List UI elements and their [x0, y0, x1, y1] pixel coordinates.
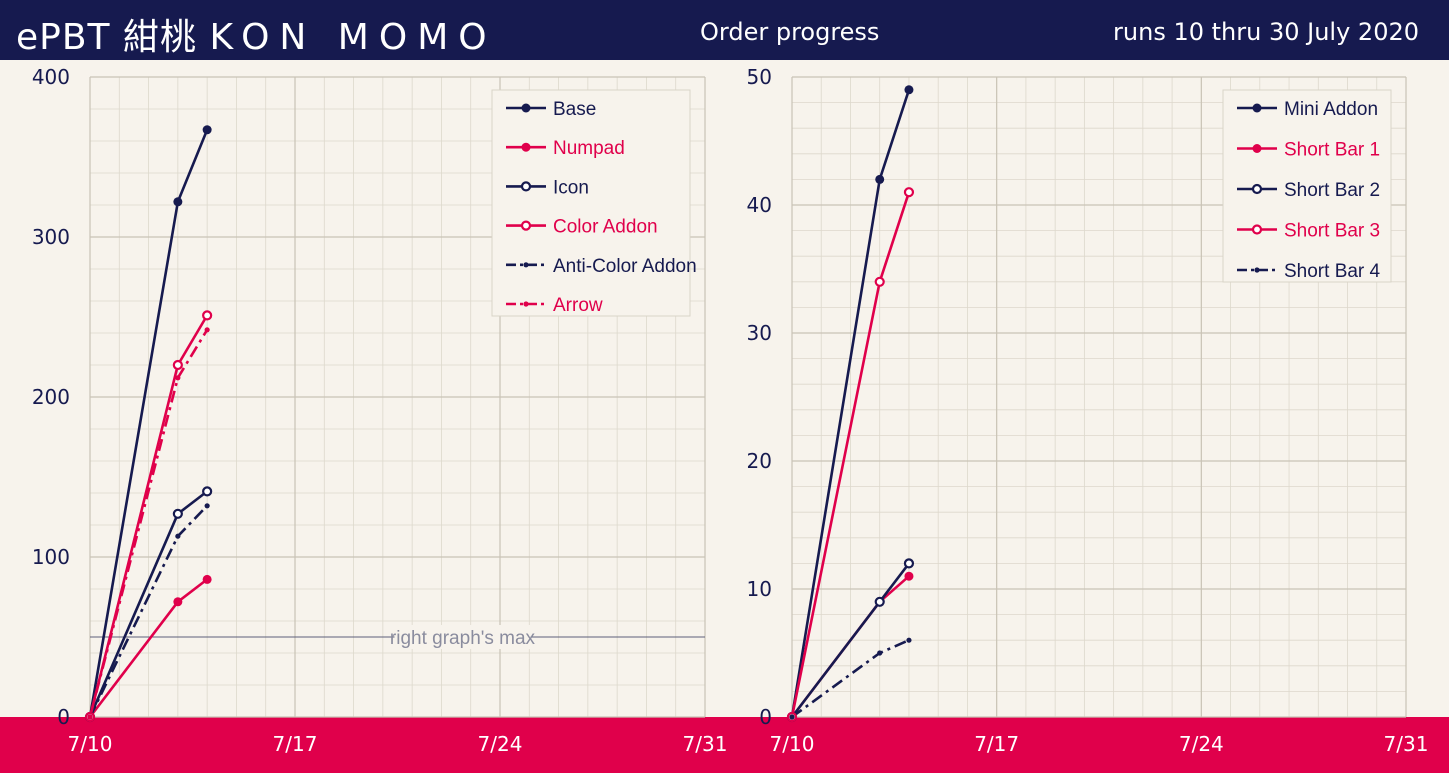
annotation-label-bg — [394, 625, 531, 649]
y-tick-label: 200 — [32, 385, 70, 409]
chart-panel-1: right graph's max 0 100 200 300 400 Base Numpad… — [32, 65, 728, 756]
legend: Base Numpad Icon Color Addon Anti-Color Addo… — [491, 89, 697, 317]
y-tick-label: 100 — [32, 545, 70, 569]
y-tick-label: 50 — [747, 65, 772, 89]
legend-entry: Short Bar 4 — [1284, 261, 1381, 282]
legend-entry: Base — [553, 99, 596, 120]
y-tick-label: 0 — [57, 705, 70, 729]
legend-marker — [523, 262, 529, 268]
data-point — [789, 714, 795, 720]
page-title: ePBT 紺桃 KON MOMO — [16, 8, 497, 60]
data-point — [172, 359, 183, 371]
data-point — [875, 174, 885, 184]
legend-marker — [1252, 103, 1262, 113]
legend-entry: Numpad — [553, 138, 625, 159]
footer-band — [0, 717, 1449, 773]
x-tick-label: 7/31 — [683, 732, 728, 756]
y-tick-label: 10 — [747, 577, 772, 601]
legend-marker — [521, 142, 531, 152]
data-point — [204, 503, 210, 509]
y-tick-label: 40 — [747, 193, 772, 217]
legend-marker — [521, 103, 531, 113]
data-point — [87, 714, 93, 720]
data-point — [175, 533, 181, 539]
x-tick-label: 7/24 — [478, 732, 523, 756]
y-tick-label: 30 — [747, 321, 772, 345]
data-point — [173, 597, 183, 607]
title-name: KON MOMO — [209, 17, 497, 58]
legend: Mini Addon Short Bar 1 Short Bar 2 Short Ba… — [1222, 89, 1392, 283]
chart-panel-2: 0 10 20 30 40 50 Mini Addon Short Bar 1 Short Ba… — [747, 65, 1429, 756]
data-point — [877, 650, 883, 656]
data-point — [906, 637, 912, 643]
data-point — [904, 85, 914, 95]
legend-marker — [520, 181, 532, 192]
legend-entry: Short Bar 1 — [1284, 140, 1380, 161]
legend-entry: Arrow — [553, 295, 603, 316]
data-point — [874, 596, 885, 607]
title-prefix: ePBT 紺桃 — [16, 17, 197, 58]
date-range: runs 10 thru 30 July 2020 — [1113, 18, 1419, 46]
data-point — [874, 276, 885, 287]
x-tick-label: 7/31 — [1384, 732, 1429, 756]
legend-entry: Icon — [553, 177, 589, 198]
x-tick-label: 7/10 — [68, 732, 113, 756]
data-point — [204, 327, 210, 333]
legend-entry: Anti-Color Addon — [553, 256, 697, 277]
x-tick-label: 7/24 — [1179, 732, 1224, 756]
annotation-label: right graph's max — [390, 628, 536, 649]
data-point — [903, 558, 915, 569]
data-point — [903, 187, 915, 198]
y-tick-label: 400 — [32, 65, 70, 89]
x-tick-label: 7/17 — [974, 732, 1019, 756]
legend-marker — [1254, 267, 1260, 273]
data-point — [175, 375, 181, 381]
data-point — [202, 486, 213, 497]
data-point — [904, 571, 914, 581]
data-point — [173, 197, 183, 207]
header-bar: ePBT 紺桃 KON MOMO Order progress runs 10 … — [0, 0, 1449, 60]
legend-marker — [1252, 144, 1262, 153]
legend-box — [491, 89, 691, 317]
legend-marker — [1251, 224, 1263, 235]
legend-marker — [523, 301, 529, 307]
x-tick-label: 7/10 — [770, 732, 815, 756]
legend-box — [1222, 89, 1392, 283]
y-tick-label: 300 — [32, 225, 70, 249]
data-point — [172, 508, 183, 519]
data-point — [202, 310, 213, 321]
legend-entry: Short Bar 3 — [1284, 221, 1380, 242]
y-tick-label: 20 — [747, 449, 772, 473]
y-tick-label: 0 — [759, 705, 772, 729]
page-subtitle: Order progress — [700, 18, 880, 46]
legend-entry: Color Addon — [553, 217, 658, 238]
x-tick-label: 7/17 — [273, 732, 318, 756]
legend-marker — [520, 220, 532, 231]
data-point — [202, 574, 212, 584]
legend-entry: Short Bar 2 — [1284, 180, 1380, 201]
data-point — [202, 125, 212, 135]
legend-marker — [1251, 183, 1263, 195]
legend-entry: Mini Addon — [1284, 99, 1378, 120]
